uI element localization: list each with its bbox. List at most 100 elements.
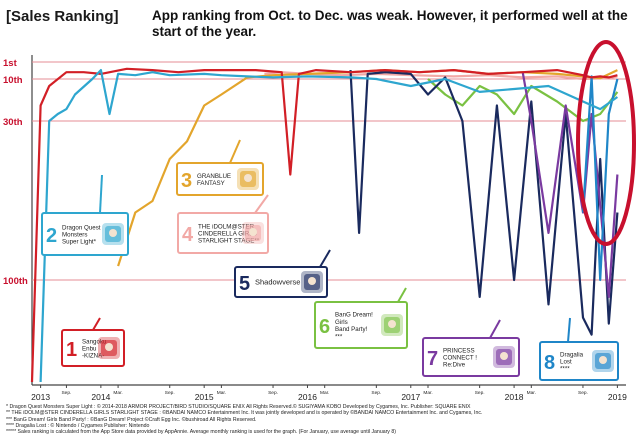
x-tick-month-label: Mar. bbox=[320, 390, 329, 396]
callout-box bbox=[234, 266, 328, 298]
callout-number: 3 bbox=[181, 170, 192, 192]
bandori-app-icon bbox=[381, 314, 403, 336]
x-tick-year-label: 2013 bbox=[31, 392, 50, 402]
y-tick-label: 30th bbox=[3, 117, 23, 128]
callout-number: 2 bbox=[46, 225, 57, 247]
callout-label-line: Re:Dive bbox=[443, 362, 466, 369]
header: [Sales Ranking] App ranking from Oct. to… bbox=[0, 0, 642, 50]
callout-label-line: PRINCESS bbox=[443, 347, 475, 354]
x-tick-month-label: Mar. bbox=[423, 390, 432, 396]
callout-label-line: STARLIGHT STAGE** bbox=[198, 238, 260, 245]
series-line-2 bbox=[39, 69, 619, 383]
series-line-3 bbox=[117, 69, 618, 267]
footnote: **** Dragalia Lost : © Nintendo / Cygame… bbox=[6, 422, 150, 429]
x-tick-month-label: Mar. bbox=[217, 390, 226, 396]
granblue-app-icon bbox=[237, 168, 259, 190]
x-tick-month-label: Sep. bbox=[268, 390, 278, 396]
highlight-ellipse bbox=[576, 40, 636, 246]
series-line-5 bbox=[349, 70, 619, 336]
priconne-app-icon bbox=[493, 346, 515, 368]
grid-layer bbox=[31, 55, 626, 386]
callout-label-line: THE iDOLM@STER bbox=[198, 223, 255, 230]
callout-box bbox=[422, 337, 520, 377]
footnote: ***** Sales ranking is calculated from t… bbox=[6, 429, 396, 436]
callout-number: 5 bbox=[239, 273, 250, 295]
sangoku-app-icon bbox=[98, 337, 120, 359]
callout-label-line: CONNECT ! bbox=[443, 355, 477, 362]
y-tick-label: 100th bbox=[3, 276, 28, 287]
x-tick-year-label: 2019 bbox=[608, 392, 627, 402]
x-tick-month-label: Sep. bbox=[165, 390, 175, 396]
callout-label-line: Band Party! bbox=[335, 326, 368, 333]
callout-label-line: Enbu bbox=[82, 346, 97, 353]
callout-box bbox=[314, 301, 408, 349]
x-tick-year-label: 2017 bbox=[401, 392, 420, 402]
callout-pointer bbox=[254, 194, 269, 214]
callout-label-line: Girls bbox=[335, 319, 348, 326]
series-layer bbox=[30, 67, 619, 383]
headline: App ranking from Oct. to Dec. was weak. … bbox=[152, 8, 628, 39]
y-tick-label: 10th bbox=[3, 75, 23, 86]
dragalia-app-icon bbox=[592, 350, 614, 372]
x-tick-year-label: 2014 bbox=[91, 392, 110, 402]
callout-label-line: BanG Dream! bbox=[335, 312, 373, 319]
callout-pointer bbox=[92, 317, 101, 331]
x-tick-year-label: 2015 bbox=[195, 392, 214, 402]
x-tick-month-label: Mar. bbox=[113, 390, 122, 396]
series-line-7 bbox=[521, 72, 619, 298]
callout-label-line: Shadowverse bbox=[255, 278, 300, 287]
callout-number: 1 bbox=[66, 339, 77, 361]
x-tick-year-label: 2018 bbox=[505, 392, 524, 402]
callout-pointer bbox=[319, 249, 331, 268]
x-tick-month-label: Sep. bbox=[475, 390, 485, 396]
x-tick-month-label: Sep. bbox=[578, 390, 588, 396]
callout-box bbox=[41, 212, 129, 256]
footnotes: * Dragon Quest Monsters Super Light : © … bbox=[6, 404, 638, 435]
x-tick-month-label: Mar. bbox=[527, 390, 536, 396]
footnote: ** THE iDOLM@STER CINDERELLA GIRLS STARL… bbox=[6, 410, 483, 417]
series-line-1 bbox=[30, 67, 618, 383]
callout-label-line: Dragon Quest bbox=[62, 224, 101, 231]
callout-label-line: GRANBLUE bbox=[197, 173, 231, 180]
callout-pointer bbox=[567, 317, 571, 343]
callout-box bbox=[539, 341, 619, 381]
callout-number: 8 bbox=[544, 352, 555, 374]
callout-box bbox=[177, 212, 269, 254]
callout-box bbox=[61, 329, 125, 367]
x-tick-year-label: 2016 bbox=[298, 392, 317, 402]
callout-label-line: *** bbox=[335, 333, 343, 340]
x-tick-layer: 2013 Sep. 2014 Mar. Sep. 2015 Mar. Sep. 2016 Mar.… bbox=[31, 385, 627, 402]
callout-number: 6 bbox=[319, 316, 330, 338]
callout-label-line: Super Light* bbox=[62, 239, 97, 246]
shadowverse-app-icon bbox=[301, 271, 323, 293]
callout-label-line: CINDERELLA GIRLS bbox=[198, 231, 257, 238]
callout-pointer bbox=[99, 174, 103, 214]
callout-box bbox=[176, 162, 264, 196]
x-tick-month-label: Sep. bbox=[371, 390, 381, 396]
section-tag: [Sales Ranking] bbox=[6, 8, 119, 25]
x-tick-month-label: Sep. bbox=[61, 390, 71, 396]
callout-label-line: Monsters bbox=[62, 232, 87, 239]
callout-pointer bbox=[397, 287, 407, 303]
callout-label-line: -KIZNA- bbox=[82, 353, 104, 360]
callout-pointer bbox=[229, 139, 241, 164]
callout-number: 7 bbox=[427, 348, 438, 370]
y-tick-label: 1st bbox=[3, 58, 18, 69]
idolmaster-app-icon bbox=[242, 222, 264, 244]
callout-label-line: Lost bbox=[560, 359, 572, 366]
dqm-app-icon bbox=[102, 223, 124, 245]
callout-pointer bbox=[489, 319, 501, 339]
callout-number: 4 bbox=[182, 224, 194, 246]
callout-label-line: Sangoku bbox=[82, 338, 107, 345]
y-tick-layer: 1st 10th 30th 100th bbox=[3, 58, 28, 287]
callout-label-line: FANTASY bbox=[197, 180, 225, 187]
